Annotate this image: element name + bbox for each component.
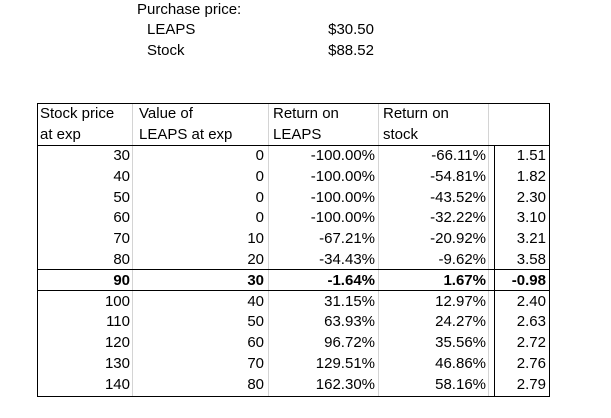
cell-ratio: 2.72 <box>516 334 546 351</box>
cell-return-leaps: -1.64% <box>327 272 375 289</box>
cell-return-stock: 58.16% <box>435 376 486 393</box>
cell-return-leaps: -100.00% <box>310 168 375 185</box>
cell-stock-price: 70 <box>113 230 130 247</box>
cell-return-stock: -54.81% <box>430 168 486 185</box>
cell-stock-price: 50 <box>113 189 130 206</box>
cell-return-leaps: 63.93% <box>324 313 375 330</box>
cell-leaps-value: 20 <box>247 251 264 268</box>
cell-return-leaps: 96.72% <box>324 334 375 351</box>
stock-price-label: Stock <box>147 42 185 59</box>
cell-leaps-value: 0 <box>255 189 264 206</box>
cell-leaps-value: 0 <box>255 209 264 226</box>
cell-return-stock: 24.27% <box>435 313 486 330</box>
cell-stock-price: 80 <box>113 251 130 268</box>
header-return-stock: Return on <box>383 105 449 122</box>
cell-ratio: -0.98 <box>511 272 546 289</box>
cell-stock-price: 140 <box>104 376 130 393</box>
cell-return-stock: -20.92% <box>430 230 486 247</box>
returns-table-border <box>37 103 550 397</box>
stock-price-value: $88.52 <box>328 42 374 59</box>
cell-ratio: 3.58 <box>516 251 546 268</box>
cell-stock-price: 40 <box>113 168 130 185</box>
cell-stock-price: 30 <box>113 147 130 164</box>
cell-leaps-value: 60 <box>247 334 264 351</box>
header-stock-price: Stock price <box>40 105 115 122</box>
cell-ratio: 2.40 <box>516 293 546 310</box>
cell-return-stock: 12.97% <box>435 293 486 310</box>
cell-ratio: 2.76 <box>516 355 546 372</box>
header-return-leaps-sub: LEAPS <box>273 126 322 143</box>
purchase-price-heading: Purchase price: <box>137 1 242 18</box>
cell-ratio: 2.30 <box>516 189 546 206</box>
cell-ratio: 1.82 <box>516 168 546 185</box>
cell-leaps-value: 80 <box>247 376 264 393</box>
ratio-column-divider <box>494 145 495 396</box>
leaps-price-value: $30.50 <box>328 21 374 38</box>
cell-stock-price: 60 <box>113 209 130 226</box>
cell-ratio: 2.79 <box>516 376 546 393</box>
cell-return-stock: 46.86% <box>435 355 486 372</box>
cell-return-leaps: -100.00% <box>310 189 375 206</box>
cell-return-stock: -9.62% <box>438 251 486 268</box>
cell-ratio: 3.10 <box>516 209 546 226</box>
cell-return-stock: -43.52% <box>430 189 486 206</box>
header-stock-price-sub: at exp <box>40 126 81 143</box>
cell-stock-price: 130 <box>104 355 130 372</box>
leaps-price-label: LEAPS <box>147 21 196 38</box>
header-leaps-value-sub: LEAPS at exp <box>139 126 233 143</box>
cell-leaps-value: 40 <box>247 293 264 310</box>
cell-return-leaps: -100.00% <box>310 147 375 164</box>
gridline <box>268 104 269 396</box>
breakeven-row-bottom-line <box>37 290 550 291</box>
header-return-leaps: Return on <box>273 105 339 122</box>
cell-stock-price: 120 <box>104 334 130 351</box>
cell-leaps-value: 50 <box>247 313 264 330</box>
cell-return-leaps: 162.30% <box>315 376 375 393</box>
cell-ratio: 3.21 <box>516 230 546 247</box>
header-divider <box>37 145 550 146</box>
cell-ratio: 2.63 <box>516 313 546 330</box>
cell-leaps-value: 0 <box>255 147 264 164</box>
cell-return-leaps: -67.21% <box>319 230 375 247</box>
cell-leaps-value: 10 <box>247 230 264 247</box>
cell-leaps-value: 70 <box>247 355 264 372</box>
gridline <box>488 104 489 396</box>
cell-return-leaps: -34.43% <box>319 251 375 268</box>
cell-stock-price: 110 <box>106 313 130 330</box>
cell-return-stock: -66.11% <box>431 147 486 164</box>
cell-leaps-value: 0 <box>255 168 264 185</box>
gridline <box>378 104 379 396</box>
breakeven-row-top-line <box>37 269 550 270</box>
header-leaps-value: Value of <box>139 105 193 122</box>
cell-ratio: 1.51 <box>516 147 546 164</box>
cell-stock-price: 100 <box>104 293 130 310</box>
cell-leaps-value: 30 <box>247 272 264 289</box>
cell-return-stock: 35.56% <box>435 334 486 351</box>
header-return-stock-sub: stock <box>383 126 419 143</box>
gridline <box>132 104 133 396</box>
cell-return-leaps: 31.15% <box>324 293 375 310</box>
cell-return-stock: -32.22% <box>430 209 486 226</box>
cell-return-leaps: -100.00% <box>310 209 375 226</box>
cell-stock-price: 90 <box>113 272 130 289</box>
cell-return-leaps: 129.51% <box>315 355 375 372</box>
cell-return-stock: 1.67% <box>443 272 486 289</box>
